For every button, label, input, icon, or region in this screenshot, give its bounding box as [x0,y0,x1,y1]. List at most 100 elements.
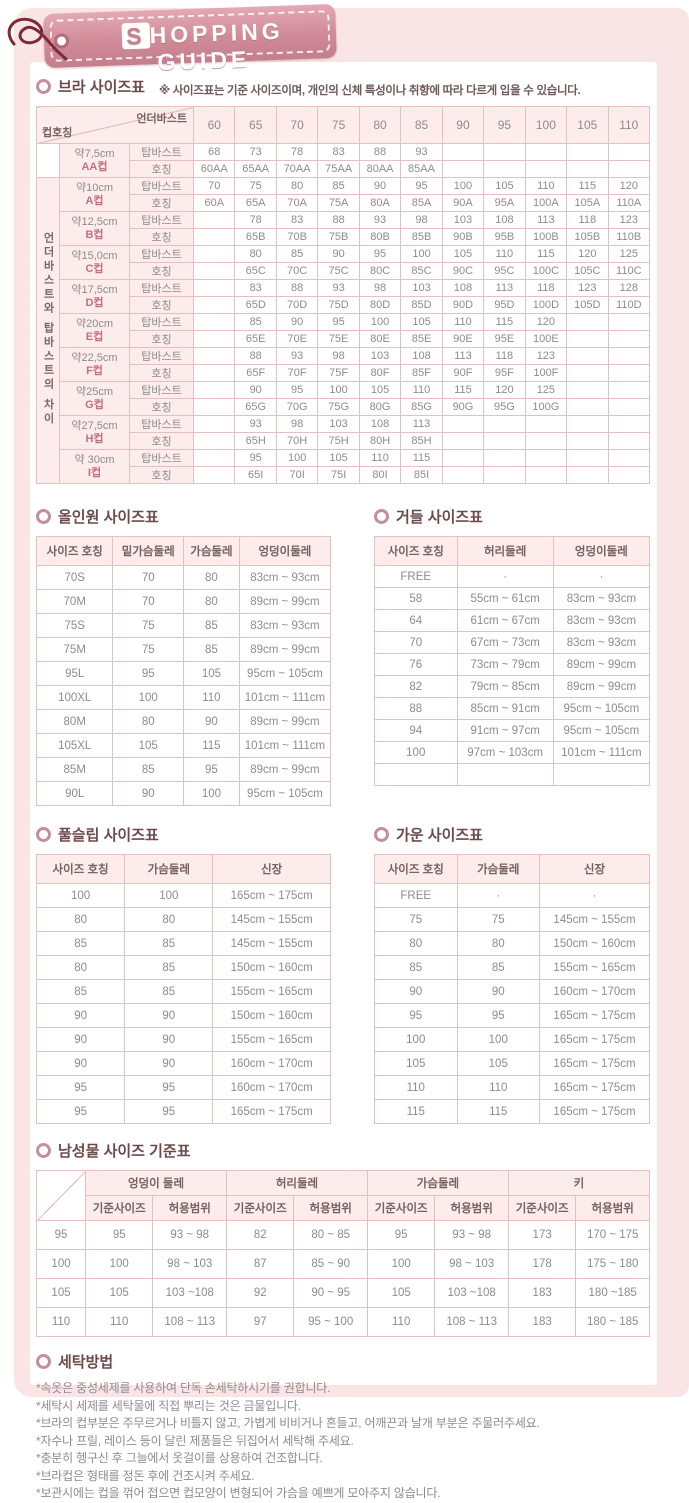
gown-size-table: 사이즈 호칭 가슴둘레 신장 FREE · · 75 75 145cm ~ 155cm 80 80 1… [374,854,650,1124]
bra-side-label: 언더바스트와 탑바스트의 차이 [36,177,60,484]
table-row: 88 85cm ~ 91cm 95cm ~ 105cm [374,697,651,720]
table-row: 75M 75 85 89cm ~ 99cm [35,637,332,662]
tag-title: SHOPPING GUIDE [125,17,285,76]
table-row: 호칭 65H 70H 75H 80H 85H [37,432,651,450]
washing-section: 세탁방법 *속옷은 중성세제를 사용하여 단독 손세탁하시기를 권합니다. *세탁… [36,1351,650,1503]
section-title-mens: 남성물 사이즈 기준표 [36,1140,650,1161]
bullet-icon [374,827,389,842]
table-row: 70S 70 80 83cm ~ 93cm [35,565,332,590]
girdle-title: 거들 사이즈표 [396,509,483,526]
table-row: 105 105 103 ~108 92 90 ~ 95 105 103 ~108 183 180… [35,1278,650,1308]
table-row: 75S 75 85 83cm ~ 93cm [35,613,332,638]
bullet-icon [36,1143,51,1158]
table-row: 85 85 155cm ~ 165cm [35,979,331,1004]
table-row: 85M 85 95 89cm ~ 99cm [35,757,332,782]
gown-column: 가운 사이즈표 사이즈 호칭 가슴둘레 신장 FREE · · 75 75 145cm ~ 15… [374,824,650,1124]
bullet-icon [36,1354,51,1369]
row-allinone-girdle: 올인원 사이즈표 사이즈 호칭 밑가슴둘레 가슴둘레 엉덩이둘레 70S 70 80 83cm… [35,506,651,806]
table-row: FREE · · [374,883,650,908]
allinone-size-table: 사이즈 호칭 밑가슴둘레 가슴둘레 엉덩이둘레 70S 70 80 83cm ~ 93cm 70… [35,536,332,806]
girdle-size-table: 사이즈 호칭 허리둘레 엉덩이둘레 FREE · · 58 55cm ~ 61cm 83cm ~… [374,536,651,786]
table-row: 100 100 98 ~ 103 87 85 ~ 90 100 98 ~ 103 178 175… [35,1249,650,1279]
washing-line: *충분히 헹구신 후 그늘에서 옷걸이를 상용하여 건조합니다. [36,1451,323,1465]
table-row: 100 100 165cm ~ 175cm [35,883,331,908]
table-row: 호칭 65E 70E 75E 80E 85E 90E 95E 100E [37,330,651,348]
bra-section-header: 브라 사이즈표 ※ 사이즈표는 기준 사이즈이며, 개인의 신체 특성이나 취향… [36,76,650,98]
table-row: 90 90 150cm ~ 160cm [35,1003,331,1028]
table-row: 115 115 165cm ~ 175cm [374,1099,650,1124]
table-row: 호칭 65I 70I 75I 80I 85I [37,466,651,484]
table-row: 105 105 165cm ~ 175cm [374,1051,650,1076]
bra-size-table: 언더바스트 컵호칭 60 65 70 75 80 85 90 95 100 105 110 약7,5cm A… [35,106,651,484]
mens-size-table: 엉덩이 둘레 허리둘레 가슴둘레 키 기준사이즈 허용범위 기준사이즈 허용범위 기준사이즈 허용… [35,1170,651,1337]
table-row: 약17,5cm D컵 탑바스트 83 88 93 98 103 108 113 118 123 128 [37,279,651,314]
bullet-icon [36,509,51,524]
table-row: 95 95 165cm ~ 175cm [35,1099,331,1124]
table-row: 호칭 65B 70B 75B 80B 85B 90B 95B 100B 105B 110B [37,228,651,246]
table-row: 80 85 150cm ~ 160cm [35,955,331,980]
table-row: 85 85 145cm ~ 155cm [35,931,331,956]
table-row: 75 75 145cm ~ 155cm [374,907,650,932]
bullet-icon [374,509,389,524]
table-row: 85 85 155cm ~ 165cm [374,955,650,980]
table-row: 95 95 93 ~ 98 82 80 ~ 85 95 93 ~ 98 173 170 ~ 17… [35,1220,650,1250]
table-header-row: 사이즈 호칭 가슴둘레 신장 [374,854,650,884]
table-row: 110 110 165cm ~ 175cm [374,1075,650,1100]
table-row: 호칭 60AA 65AA 70AA 75AA 80AA 85AA [37,160,651,178]
table-row: 95 95 165cm ~ 175cm [374,1003,650,1028]
table-row: 95 95 160cm ~ 170cm [35,1075,331,1100]
washing-line: *자수나 프릴, 레이스 등이 달린 제품들은 뒤집어서 세탁해 주세요. [36,1433,354,1448]
table-row: 호칭 65C 70C 75C 80C 85C 90C 95C 100C 105C 110C [37,262,651,280]
section-title-girdle: 거들 사이즈표 [374,506,650,527]
section-title-gown: 가운 사이즈표 [374,824,650,845]
washing-instructions: *속옷은 중성세제를 사용하여 단독 손세탁하시기를 권합니다. *세탁시 세제를… [36,1380,650,1503]
row-slip-gown: 풀슬립 사이즈표 사이즈 호칭 가슴둘레 신장 100 100 165cm ~ 175cm… [35,824,650,1124]
table-row: 80M 80 90 89cm ~ 99cm [35,709,332,734]
table-row: 95L 95 105 95cm ~ 105cm [35,661,332,686]
allinone-title: 올인원 사이즈표 [58,509,159,526]
washing-line: *보관시에는 컵을 꺾어 접으면 컵모양이 변형되어 가슴을 예쁘게 모아주지 … [36,1486,441,1500]
table-row: 80 80 150cm ~ 160cm [374,931,650,956]
bullet-icon [36,827,51,842]
bullet-icon [36,79,51,94]
washing-line: *세탁시 세제를 세탁물에 직접 뿌리는 것은 금물입니다. [36,1398,301,1413]
section-title-bra: 브라 사이즈표 [36,76,145,97]
table-row: 약15,0cm C컵 탑바스트 80 85 90 95 100 105 110 115 120 125 [37,245,651,280]
girdle-column: 거들 사이즈표 사이즈 호칭 허리둘레 엉덩이둘레 FREE · · 58 55cm ~ 61… [374,506,651,786]
table-row: 94 91cm ~ 97cm 95cm ~ 105cm [374,719,651,742]
table-row: 약20cm E컵 탑바스트 85 90 95 100 105 110 115 120 [37,313,651,348]
table-row: 58 55cm ~ 61cm 83cm ~ 93cm [374,587,651,610]
table-row: 90 90 160cm ~ 170cm [35,1051,331,1076]
allinone-column: 올인원 사이즈표 사이즈 호칭 밑가슴둘레 가슴둘레 엉덩이둘레 70S 70 80 83cm… [35,506,332,806]
table-subheader-row: 기준사이즈 허용범위 기준사이즈 허용범위 기준사이즈 허용범위 기준사이즈 허용범위 [37,1195,650,1221]
table-row: 105XL 105 115 101cm ~ 111cm [35,733,332,758]
washing-line: *브라컵은 형태를 정돈 후에 건조시켜 주세요. [36,1468,255,1483]
washing-line: *속옷은 중성세제를 사용하여 단독 손세탁하시기를 권합니다. [36,1381,331,1395]
table-row: 호칭 65F 70F 75F 80F 85F 90F 95F 100F [37,364,651,382]
table-row: FREE · · [374,565,651,588]
washing-title: 세탁방법 [58,1354,114,1371]
section-title-slip: 풀슬립 사이즈표 [36,824,331,845]
table-row: 70 67cm ~ 73cm 83cm ~ 93cm [374,631,651,654]
table-row: 82 79cm ~ 85cm 89cm ~ 99cm [374,675,651,698]
table-row: 110 110 108 ~ 113 97 95 ~ 100 110 108 ~ 113 183… [35,1307,650,1337]
table-header-row: 사이즈 호칭 가슴둘레 신장 [35,854,331,884]
table-row: 약25cm G컵 탑바스트 90 95 100 105 110 115 120 125 [37,381,651,416]
table-header-row: 엉덩이 둘레 허리둘레 가슴둘레 키 [35,1170,651,1221]
table-row: 언더바스트와 탑바스트의 차이 약10cm A컵 탑바스트 70 75 80 85 90 95 10… [36,177,651,484]
slip-column: 풀슬립 사이즈표 사이즈 호칭 가슴둘레 신장 100 100 165cm ~ 175cm… [35,824,331,1124]
mens-corner-cell [35,1170,87,1221]
washing-line: *브라의 컵부분은 주무르거나 비틀지 않고, 가볍게 비비거나 흔들고, 어깨… [36,1416,540,1430]
table-row: 100 97cm ~ 103cm 101cm ~ 111cm [374,741,651,764]
mens-title: 남성물 사이즈 기준표 [58,1143,191,1160]
table-header-row: 사이즈 호칭 허리둘레 엉덩이둘레 [374,536,651,566]
tag-string-icon [7,17,68,61]
bra-corner-cell: 언더바스트 컵호칭 [35,106,195,144]
table-row: 80 80 145cm ~ 155cm [35,907,331,932]
table-row: 90 90 155cm ~ 165cm [35,1027,331,1052]
table-row: 약27,5cm H컵 탑바스트 93 98 103 108 113 [37,415,651,450]
table-row: 약22,5cm F컵 탑바스트 88 93 98 103 108 113 118 123 [37,347,651,382]
table-row: 64 61cm ~ 67cm 83cm ~ 93cm [374,609,651,632]
table-row: 90 90 160cm ~ 170cm [374,979,650,1004]
table-header-row: 사이즈 호칭 밑가슴둘레 가슴둘레 엉덩이둘레 [35,536,332,566]
